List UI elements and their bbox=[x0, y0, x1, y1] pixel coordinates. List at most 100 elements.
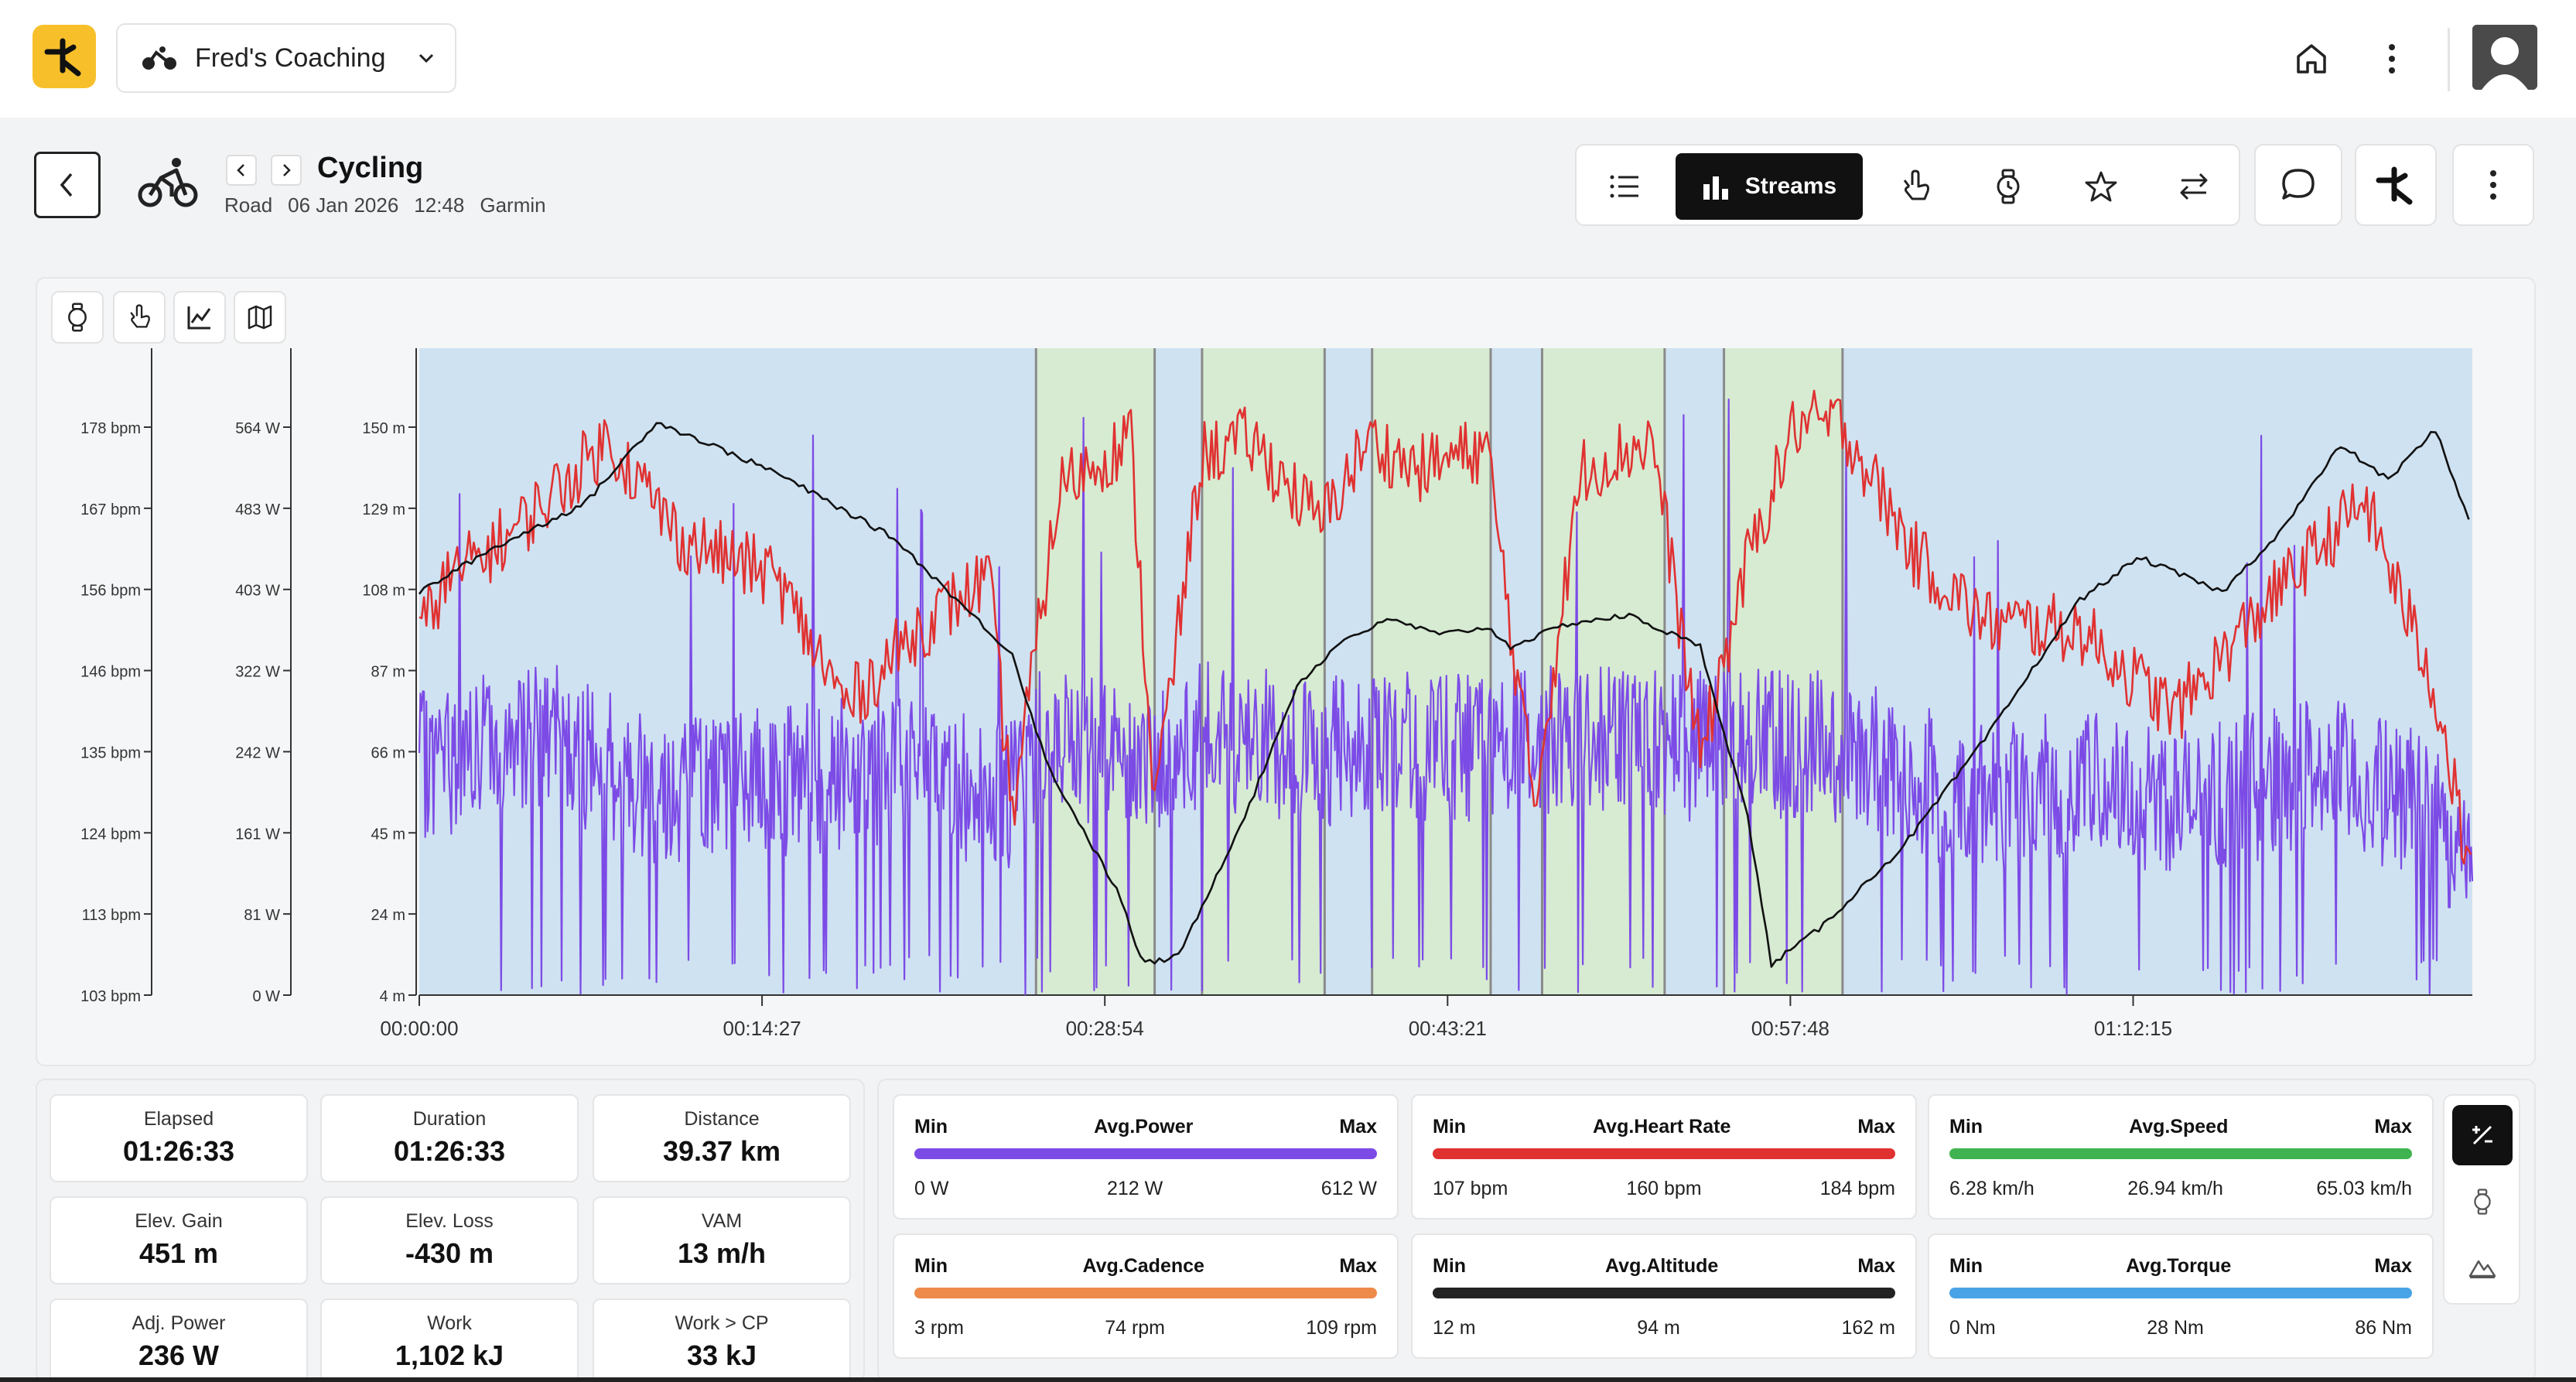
home-button[interactable] bbox=[2287, 34, 2336, 84]
stat-card: Work 1,102 kJ bbox=[320, 1298, 579, 1382]
hr-tick-label: 124 bpm bbox=[80, 826, 141, 843]
streams-chart[interactable]: 178 bpm 167 bpm 156 bpm 146 bpm 135 bpm 124 b… bbox=[36, 277, 2536, 1066]
chart-device-toggle[interactable] bbox=[51, 291, 104, 344]
power-tick-label: 483 W bbox=[235, 501, 280, 518]
ranges-side-panel bbox=[2443, 1094, 2520, 1305]
range-values: 0 W 212 W 612 W bbox=[914, 1178, 1377, 1200]
interval-band bbox=[1201, 348, 1325, 995]
stat-value: 01:26:33 bbox=[122, 1135, 235, 1167]
power-tick-label: 81 W bbox=[244, 907, 280, 924]
stat-label: Work bbox=[427, 1312, 472, 1334]
range-bar bbox=[914, 1148, 1377, 1159]
tab-streams[interactable]: Streams bbox=[1676, 153, 1863, 220]
hand-point-icon bbox=[130, 304, 150, 328]
stat-label: Elev. Loss bbox=[405, 1210, 494, 1232]
activity-date: 06 Jan 2026 bbox=[288, 193, 399, 217]
stat-card: Elev. Gain 451 m bbox=[50, 1196, 308, 1285]
range-card: Min Avg.Power Max 0 W 212 W 612 W bbox=[893, 1094, 1399, 1220]
next-activity-button[interactable] bbox=[271, 155, 302, 186]
range-title: Avg.Altitude bbox=[1605, 1255, 1719, 1277]
x-tick-label: 00:43:21 bbox=[1409, 1017, 1487, 1040]
range-min-label: Min bbox=[914, 1255, 948, 1277]
stat-value: -430 m bbox=[405, 1237, 494, 1269]
range-title: Avg.Cadence bbox=[1082, 1255, 1204, 1277]
activity-more-button[interactable] bbox=[2452, 144, 2534, 226]
range-bar bbox=[1949, 1288, 2412, 1298]
ranges-toggle-button[interactable] bbox=[2452, 1105, 2513, 1165]
back-button[interactable] bbox=[34, 152, 101, 218]
altitude-series-line bbox=[418, 422, 2470, 968]
range-avg: 28 Nm bbox=[2147, 1317, 2204, 1339]
tab-streams-label: Streams bbox=[1744, 173, 1837, 199]
user-icon bbox=[2472, 25, 2537, 90]
range-min: 6.28 km/h bbox=[1949, 1178, 2034, 1199]
range-max-label: Max bbox=[1339, 1255, 1377, 1277]
range-bar bbox=[1433, 1148, 1895, 1159]
activity-device: Garmin bbox=[480, 193, 546, 217]
coach-selector[interactable]: Fred's Coaching bbox=[116, 23, 456, 93]
range-bar bbox=[1433, 1288, 1895, 1298]
range-max: 612 W bbox=[1320, 1178, 1377, 1199]
tab-compare[interactable] bbox=[2161, 153, 2226, 220]
altitude-tick-label: 129 m bbox=[362, 501, 405, 518]
power-tick-label: 242 W bbox=[235, 744, 280, 761]
range-values: 0 Nm 28 Nm 86 Nm bbox=[1949, 1317, 2412, 1339]
watch-icon bbox=[2474, 1189, 2491, 1215]
more-menu-button[interactable] bbox=[2367, 34, 2417, 84]
app-logo[interactable] bbox=[32, 25, 96, 88]
hr-tick-label: 146 bpm bbox=[80, 664, 141, 681]
range-max-label: Max bbox=[2374, 1116, 2412, 1137]
range-max-label: Max bbox=[1339, 1116, 1377, 1137]
range-bar bbox=[914, 1288, 1377, 1298]
chart-intervals-toggle[interactable] bbox=[113, 291, 166, 344]
bike-icon bbox=[142, 46, 176, 70]
range-min-label: Min bbox=[914, 1116, 948, 1137]
activity-type: Road bbox=[224, 193, 273, 217]
x-tick-label: 00:00:00 bbox=[380, 1017, 458, 1040]
hr-tick-label: 167 bpm bbox=[80, 501, 141, 518]
more-vertical-icon bbox=[2490, 170, 2496, 200]
range-min-label: Min bbox=[1949, 1255, 1983, 1277]
altitude-tick-label: 150 m bbox=[362, 420, 405, 437]
range-min-label: Min bbox=[1433, 1255, 1467, 1277]
tab-device[interactable] bbox=[1976, 153, 2041, 220]
stat-card: Elev. Loss -430 m bbox=[320, 1196, 579, 1285]
stat-label: Adj. Power bbox=[132, 1312, 226, 1334]
hand-point-icon bbox=[1903, 169, 1929, 200]
interval-band bbox=[1724, 348, 1843, 995]
range-min-label: Min bbox=[1949, 1116, 1983, 1137]
range-title: Avg.Torque bbox=[2126, 1255, 2232, 1277]
stat-label: Distance bbox=[684, 1108, 760, 1130]
stat-card: Duration 01:26:33 bbox=[320, 1094, 579, 1182]
range-min-label: Min bbox=[1433, 1116, 1467, 1137]
stat-value: 13 m/h bbox=[677, 1237, 767, 1269]
chart-line-toggle[interactable] bbox=[173, 291, 226, 344]
previous-activity-button[interactable] bbox=[226, 155, 257, 186]
range-title: Avg.Speed bbox=[2129, 1116, 2229, 1137]
swap-icon bbox=[2180, 173, 2208, 200]
chart-map-toggle[interactable] bbox=[234, 291, 286, 344]
activity-meta: Road 06 Jan 2026 12:48 Garmin bbox=[224, 193, 546, 217]
altitude-tick-label: 4 m bbox=[380, 988, 405, 1005]
range-max-label: Max bbox=[1857, 1116, 1895, 1137]
power-series-line bbox=[418, 399, 2474, 996]
avatar[interactable] bbox=[2472, 25, 2537, 90]
range-title: Avg.Power bbox=[1094, 1116, 1194, 1137]
elevation-button[interactable] bbox=[2452, 1237, 2513, 1297]
watch-icon bbox=[1997, 169, 2020, 204]
range-header: Min Avg.Power Max bbox=[914, 1116, 1377, 1138]
tab-list[interactable] bbox=[1592, 153, 1657, 220]
range-card: Min Avg.Cadence Max 3 rpm 74 rpm 109 rpm bbox=[893, 1233, 1399, 1359]
logo-icon bbox=[2376, 166, 2413, 205]
x-tick-label: 00:57:48 bbox=[1751, 1017, 1830, 1040]
comments-button[interactable] bbox=[2254, 144, 2342, 226]
tab-intervals[interactable] bbox=[1883, 153, 1948, 220]
tab-favorite[interactable] bbox=[2069, 153, 2134, 220]
range-header: Min Avg.Cadence Max bbox=[914, 1255, 1377, 1278]
x-tick-label: 01:12:15 bbox=[2094, 1017, 2172, 1040]
range-values: 107 bpm 160 bpm 184 bpm bbox=[1433, 1178, 1895, 1200]
device-data-button[interactable] bbox=[2452, 1172, 2513, 1232]
top-bar: Fred's Coaching bbox=[0, 0, 2576, 118]
coach-logo-button[interactable] bbox=[2355, 144, 2437, 226]
hr-tick-label: 103 bpm bbox=[80, 988, 141, 1005]
